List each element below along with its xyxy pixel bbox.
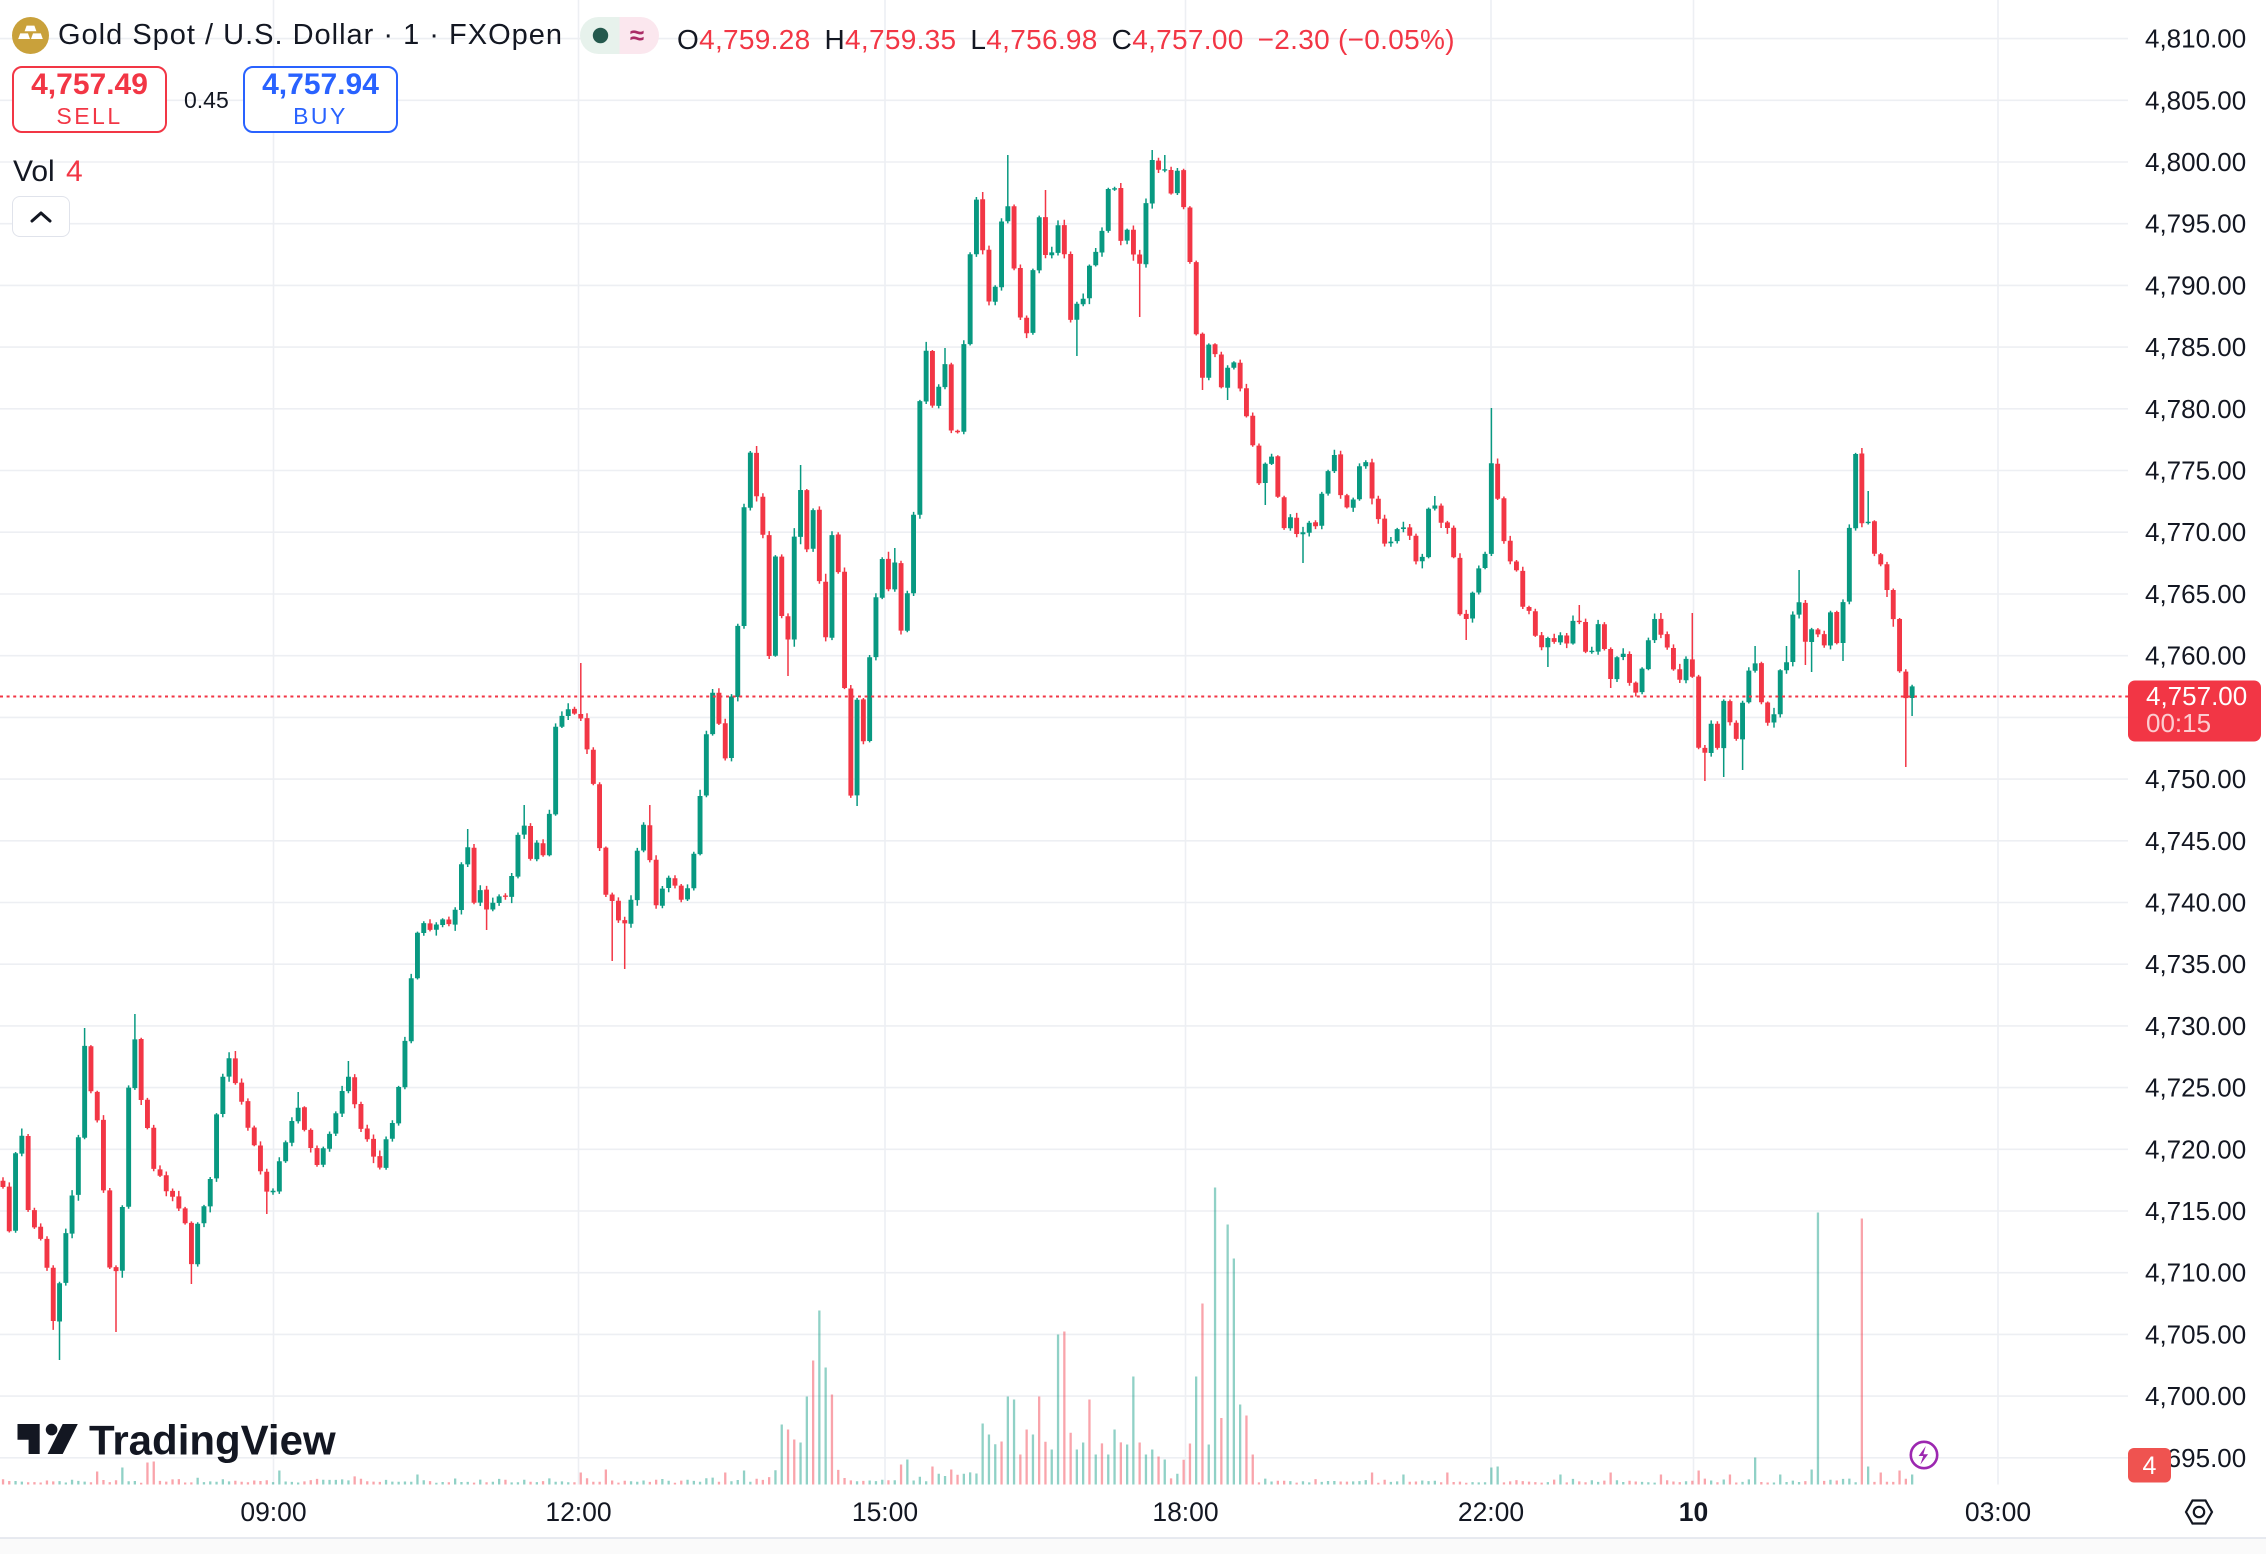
svg-text:4,790.00: 4,790.00 xyxy=(2145,270,2246,300)
svg-text:4,805.00: 4,805.00 xyxy=(2145,85,2246,115)
svg-text:4,715.00: 4,715.00 xyxy=(2145,1196,2246,1226)
svg-text:4,785.00: 4,785.00 xyxy=(2145,332,2246,362)
svg-text:4,705.00: 4,705.00 xyxy=(2145,1319,2246,1349)
svg-text:4,745.00: 4,745.00 xyxy=(2145,826,2246,856)
svg-text:4,760.00: 4,760.00 xyxy=(2145,641,2246,671)
svg-text:4,725.00: 4,725.00 xyxy=(2145,1073,2246,1103)
svg-text:4,720.00: 4,720.00 xyxy=(2145,1134,2246,1164)
svg-text:4,765.00: 4,765.00 xyxy=(2145,579,2246,609)
svg-text:4,735.00: 4,735.00 xyxy=(2145,949,2246,979)
svg-text:4,730.00: 4,730.00 xyxy=(2145,1011,2246,1041)
svg-text:4,810.00: 4,810.00 xyxy=(2145,24,2246,54)
svg-text:4,800.00: 4,800.00 xyxy=(2145,147,2246,177)
svg-text:22:00: 22:00 xyxy=(1458,1497,1524,1527)
svg-text:4,770.00: 4,770.00 xyxy=(2145,517,2246,547)
svg-text:09:00: 09:00 xyxy=(240,1497,306,1527)
svg-text:4: 4 xyxy=(2143,1452,2157,1480)
svg-text:18:00: 18:00 xyxy=(1152,1497,1218,1527)
svg-text:≈: ≈ xyxy=(630,20,644,50)
svg-text:4,795.00: 4,795.00 xyxy=(2145,209,2246,239)
svg-text:4,750.00: 4,750.00 xyxy=(2145,764,2246,794)
svg-text:10: 10 xyxy=(1679,1497,1708,1527)
svg-text:4,700.00: 4,700.00 xyxy=(2145,1381,2246,1411)
svg-text:4,740.00: 4,740.00 xyxy=(2145,888,2246,918)
svg-text:15:00: 15:00 xyxy=(852,1497,918,1527)
svg-text:12:00: 12:00 xyxy=(545,1497,611,1527)
svg-text:4,710.00: 4,710.00 xyxy=(2145,1258,2246,1288)
svg-text:TradingView: TradingView xyxy=(89,1417,336,1464)
svg-text:4,775.00: 4,775.00 xyxy=(2145,456,2246,486)
svg-text:00:15: 00:15 xyxy=(2146,708,2211,738)
svg-text:4,780.00: 4,780.00 xyxy=(2145,394,2246,424)
svg-text:03:00: 03:00 xyxy=(1965,1497,2031,1527)
svg-text:4,757.00: 4,757.00 xyxy=(2146,681,2247,711)
